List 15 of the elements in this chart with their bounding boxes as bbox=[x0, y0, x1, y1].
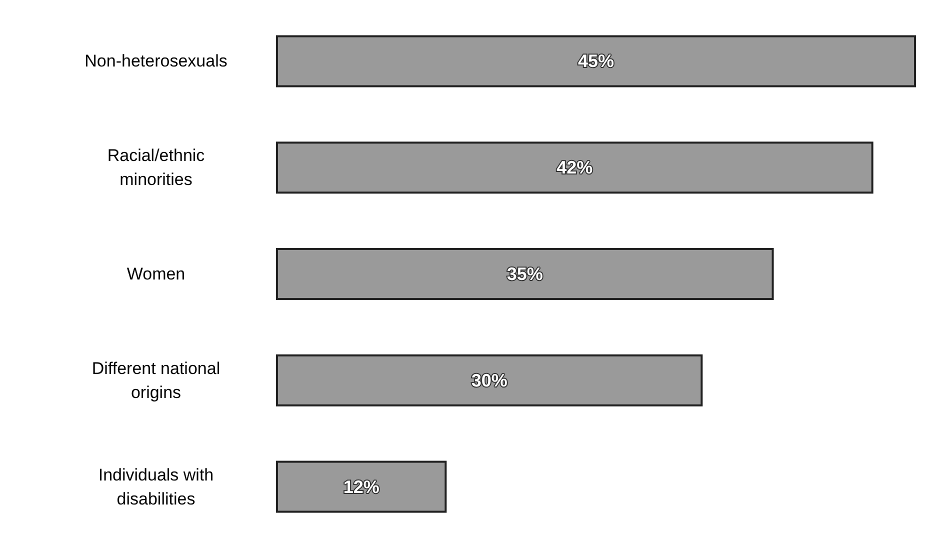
bar bbox=[276, 248, 774, 300]
data-label: 42% bbox=[556, 158, 593, 178]
y-tick-label: Non-heterosexuals bbox=[84, 52, 228, 71]
y-tick-label: Different national origins bbox=[92, 358, 220, 402]
y-tick-label: Women bbox=[126, 264, 186, 284]
data-label: 45% bbox=[578, 51, 614, 72]
bar bbox=[276, 354, 703, 406]
y-tick-label: Racial/ethnic minorities bbox=[107, 146, 206, 190]
y-tick-label: Individuals with disabilities bbox=[98, 465, 214, 508]
bar bbox=[276, 35, 916, 88]
data-label: 12% bbox=[343, 476, 380, 497]
bar bbox=[276, 142, 874, 194]
data-label: 30% bbox=[471, 370, 508, 390]
data-label: 35% bbox=[506, 264, 543, 284]
bar bbox=[276, 460, 447, 513]
